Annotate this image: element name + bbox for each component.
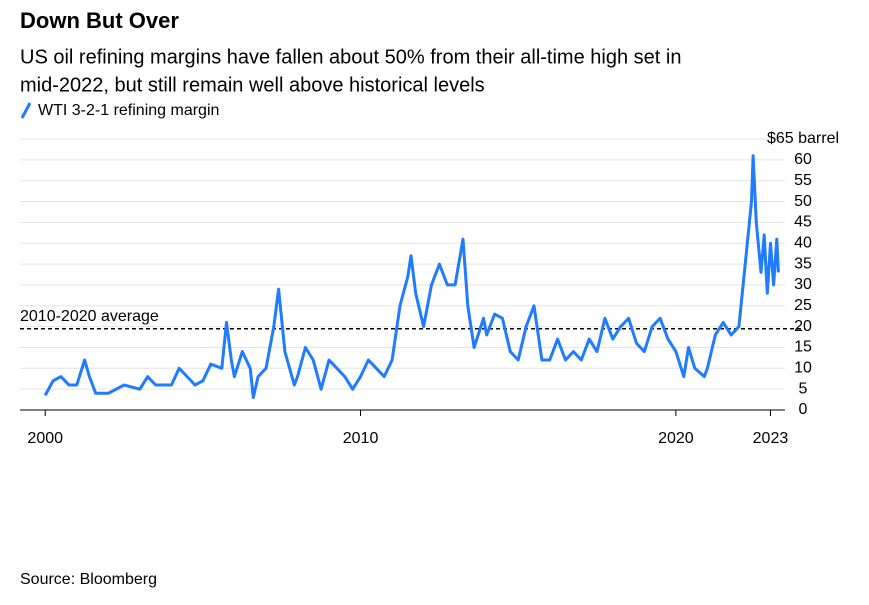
y-tick-label: 35 <box>794 255 812 272</box>
legend-label: WTI 3-2-1 refining margin <box>38 102 219 119</box>
y-tick-label: 45 <box>794 214 812 231</box>
y-tick-label: 60 <box>794 151 812 168</box>
y-tick-label: 50 <box>794 193 812 210</box>
y-tick-label: 40 <box>794 234 812 251</box>
y-tick-label: 10 <box>794 360 812 377</box>
y-tick-label: $65 barrel <box>767 130 839 147</box>
y-tick-label: 15 <box>794 339 812 356</box>
y-tick-label: 30 <box>794 276 812 293</box>
y-tick-label: 20 <box>794 318 812 335</box>
x-tick-label: 2010 <box>343 430 379 447</box>
source: Source: Bloomberg <box>20 571 157 588</box>
x-tick-label: 2023 <box>753 430 789 447</box>
chart-subtitle: mid-2022, but still remain well above hi… <box>20 74 485 96</box>
reference-label: 2010-2020 average <box>20 308 159 325</box>
x-tick-label: 2000 <box>27 430 63 447</box>
x-tick-label: 2020 <box>658 430 694 447</box>
line <box>43 154 780 399</box>
chart-title: Down But Over <box>20 8 179 33</box>
legend-swatch <box>20 102 32 119</box>
y-tick-label: 55 <box>794 172 812 189</box>
y-tick-label: 0 <box>799 401 808 418</box>
chart-subtitle: US oil refining margins have fallen abou… <box>20 46 681 68</box>
y-tick-label: 5 <box>799 380 808 397</box>
y-tick-label: 25 <box>794 297 812 314</box>
